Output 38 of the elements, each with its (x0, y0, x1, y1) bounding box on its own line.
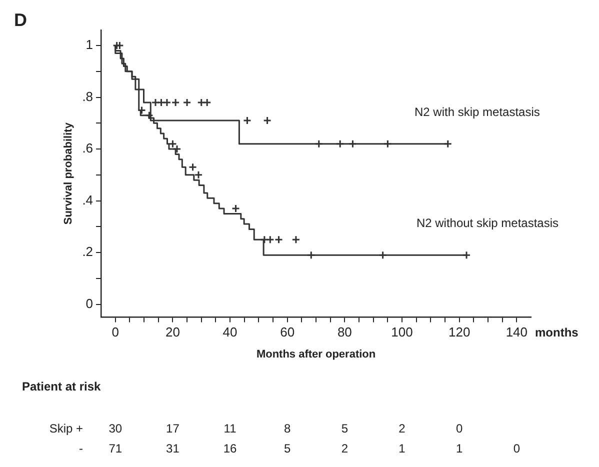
y-tick-label: .6 (82, 140, 94, 156)
y-axis-title: Survival probability (62, 122, 75, 225)
text: 2 (341, 442, 348, 456)
text: 0 (513, 442, 520, 456)
text: 17 (166, 422, 180, 436)
y-tick-label: 1 (86, 37, 94, 52)
text: 5 (341, 422, 348, 436)
text: 11 (224, 422, 237, 436)
text: 16 (223, 442, 238, 456)
x-tick-label: 60 (280, 324, 295, 340)
x-tick-label: 100 (391, 324, 413, 340)
text: 2 (398, 422, 406, 436)
x-tick-label: 120 (448, 324, 470, 340)
y-tick-label: 0 (86, 296, 94, 311)
text: 8 (284, 422, 292, 436)
text: N2 with skip metastasis (414, 104, 540, 119)
text: Patient at risk (22, 380, 102, 394)
text: 1 (398, 442, 406, 456)
text: 0 (456, 422, 463, 436)
text: 31 (166, 442, 180, 456)
text: N2 without skip metastasis (416, 216, 559, 230)
text: - (79, 442, 83, 456)
x-tick-label: 140 (506, 324, 528, 340)
text: 1 (456, 442, 463, 456)
text: 71 (108, 442, 122, 456)
text: Skip + (49, 422, 83, 436)
x-tick-label: 80 (337, 324, 352, 340)
x-tick-label: 0 (112, 324, 119, 340)
text: 30 (108, 422, 122, 436)
x-axis-title: Months after operation (256, 348, 376, 360)
text: D (14, 10, 27, 30)
y-tick-label: .2 (82, 244, 94, 260)
y-tick-label: .8 (82, 88, 94, 104)
y-tick-label: .4 (82, 192, 94, 208)
text: months (535, 326, 579, 340)
text: 5 (284, 442, 292, 456)
x-tick-label: 40 (222, 324, 238, 340)
x-tick-label: 20 (165, 324, 180, 340)
